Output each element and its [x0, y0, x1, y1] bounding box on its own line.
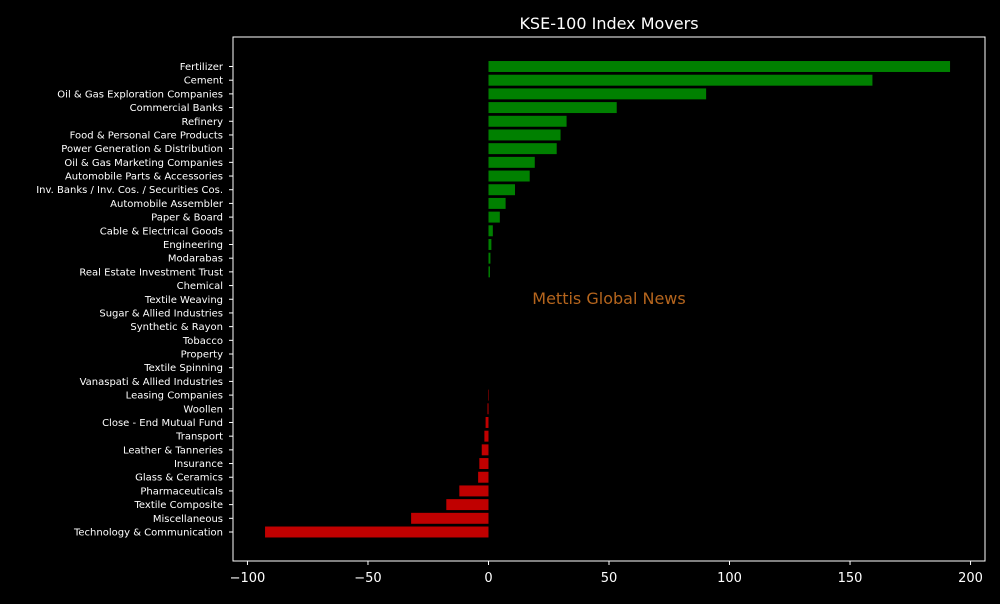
bar: [488, 157, 534, 168]
category-label: Textile Composite: [134, 500, 223, 511]
bar: [488, 143, 556, 154]
bar: [488, 198, 505, 209]
x-axis: −100 −50 0 50 100 150 200: [230, 561, 983, 586]
bar: [488, 75, 872, 86]
category-label: Real Estate Investment Trust: [79, 267, 223, 278]
bar: [488, 116, 566, 127]
watermark-text: Mettis Global News: [532, 289, 685, 308]
bar: [486, 417, 489, 428]
bar: [488, 61, 950, 72]
category-label: Leasing Companies: [126, 391, 223, 402]
category-label: Textile Spinning: [143, 363, 223, 374]
category-labels: Fertilizer Cement Oil & Gas Exploration Co…: [36, 62, 233, 539]
x-tick-label: −100: [230, 571, 266, 586]
x-tick-label: 0: [484, 571, 492, 586]
bar: [479, 458, 488, 469]
bar: [446, 499, 488, 510]
x-tick-label: 50: [601, 571, 618, 586]
category-label: Leather & Tanneries: [123, 445, 223, 456]
bar: [265, 527, 488, 538]
category-label: Oil & Gas Marketing Companies: [64, 158, 223, 169]
bar: [488, 129, 560, 140]
category-label: Sugar & Allied Industries: [99, 308, 223, 319]
category-label: Inv. Banks / Inv. Cos. / Securities Cos.: [36, 185, 223, 196]
x-tick-label: 100: [717, 571, 742, 586]
bar: [488, 184, 515, 195]
category-label: Refinery: [182, 117, 224, 128]
category-label: Commercial Banks: [130, 103, 223, 114]
bar: [459, 485, 488, 496]
category-label: Close - End Mutual Fund: [102, 418, 223, 429]
category-label: Pharmaceuticals: [140, 486, 223, 497]
category-label: Modarabas: [168, 254, 223, 265]
category-label: Automobile Parts & Accessories: [65, 172, 223, 183]
category-label: Engineering: [163, 240, 223, 251]
bar: [488, 88, 706, 99]
bar: [488, 171, 529, 182]
category-label: Cable & Electrical Goods: [100, 226, 223, 237]
category-label: Glass & Ceramics: [135, 473, 223, 484]
category-label: Paper & Board: [151, 213, 223, 224]
bar: [478, 472, 488, 483]
category-label: Technology & Communication: [73, 528, 223, 539]
x-tick-label: −50: [354, 571, 381, 586]
category-label: Automobile Assembler: [110, 199, 224, 210]
bar: [488, 102, 616, 113]
category-label: Woollen: [183, 404, 223, 415]
category-label: Property: [181, 350, 223, 361]
bar: [482, 444, 489, 455]
bar: [488, 212, 499, 223]
category-label: Vanaspati & Allied Industries: [80, 377, 223, 388]
bar: [488, 403, 489, 414]
category-label: Food & Personal Care Products: [70, 130, 223, 141]
bar: [488, 266, 489, 277]
category-label: Fertilizer: [180, 62, 224, 73]
category-label: Transport: [175, 432, 223, 443]
x-tick-label: 150: [838, 571, 863, 586]
category-label: Insurance: [174, 459, 223, 470]
category-label: Textile Weaving: [144, 295, 223, 306]
category-label: Synthetic & Rayon: [130, 322, 223, 333]
bar: [488, 253, 490, 264]
bar: [488, 225, 492, 236]
bar: [484, 431, 488, 442]
bar: [411, 513, 488, 524]
bar: [488, 239, 491, 250]
x-tick-label: 200: [958, 571, 983, 586]
chart-title: KSE-100 Index Movers: [519, 14, 698, 33]
category-label: Tobacco: [182, 336, 223, 347]
category-label: Cement: [184, 76, 223, 87]
category-label: Oil & Gas Exploration Companies: [57, 89, 223, 100]
category-label: Miscellaneous: [153, 514, 223, 525]
category-label: Chemical: [177, 281, 223, 292]
category-label: Power Generation & Distribution: [61, 144, 223, 155]
